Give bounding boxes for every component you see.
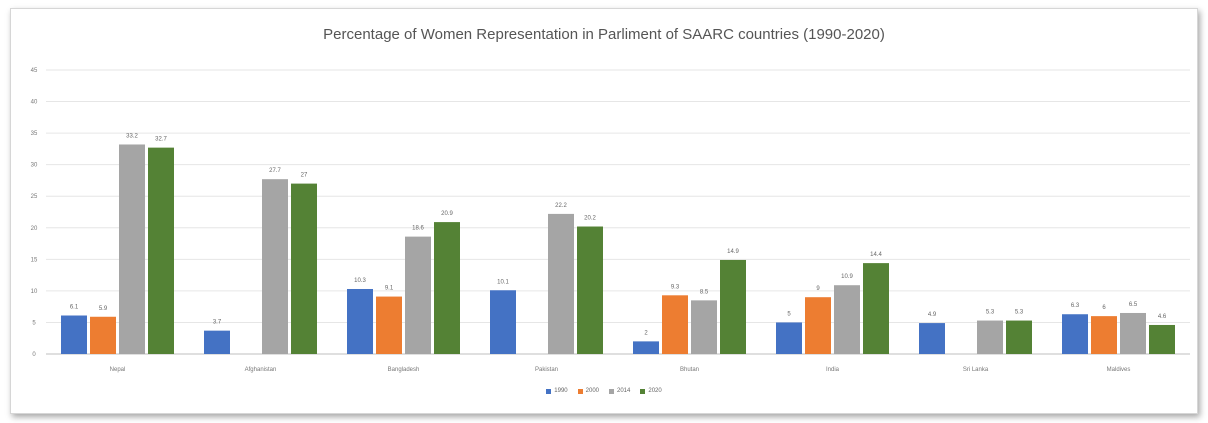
x-axis-categories: Nepal Afghanistan Bangladesh Pakistan Bhutan…: [110, 367, 1131, 373]
data-label: 3.7: [213, 320, 222, 326]
bar-2020-bhutan: [720, 259, 746, 354]
data-label: 5.3: [986, 310, 995, 316]
data-labels: 6.1 5.9 33.2 32.7 3.7 27.7 27 10.3 9.1 18.6 20.9 10…: [70, 133, 1167, 336]
x-category-label: Afghanistan: [245, 367, 277, 373]
y-tick-label: 30: [31, 163, 38, 169]
bar-1990-bhutan: [633, 341, 659, 354]
y-tick-label: 35: [31, 131, 38, 137]
bar-2014-bhutan: [691, 300, 717, 354]
bar-1990-maldives: [1062, 314, 1088, 354]
legend-swatch: [546, 388, 552, 394]
bar-1990-bangladesh: [347, 288, 373, 354]
y-tick-label: 0: [32, 352, 36, 358]
data-label: 18.6: [412, 226, 424, 232]
data-label: 9.1: [385, 286, 394, 292]
legend-label: 2000: [585, 388, 599, 394]
y-tick-label: 40: [31, 100, 38, 106]
data-label: 4.6: [1158, 314, 1167, 320]
data-label: 5.3: [1015, 310, 1024, 316]
data-label: 27: [301, 173, 308, 179]
data-label: 27.7: [269, 168, 281, 174]
bar-2014-india: [834, 285, 860, 354]
y-tick-label: 10: [31, 289, 38, 295]
data-label: 10.9: [841, 274, 853, 280]
bar-2000-bhutan: [662, 295, 688, 354]
bar-1990-india: [776, 322, 802, 354]
bar-1990-afghanistan: [204, 330, 230, 354]
legend: 1990 2000 2014 2020: [0, 388, 1208, 394]
x-category-label: India: [826, 367, 840, 373]
bar-1990-sri-lanka: [919, 323, 945, 354]
bar-1990-pakistan: [490, 290, 516, 354]
bar-2014-maldives: [1120, 312, 1146, 354]
bar-2020-maldives: [1149, 324, 1175, 354]
bar-2014-bangladesh: [405, 236, 431, 354]
legend-item-1990: 1990: [546, 388, 568, 394]
bar-2020-sri-lanka: [1006, 320, 1032, 354]
data-label: 10.3: [354, 278, 366, 284]
bar-2000-india: [805, 297, 831, 354]
x-category-label: Sri Lanka: [963, 367, 989, 373]
data-label: 6.3: [1071, 303, 1080, 309]
x-category-label: Nepal: [110, 367, 126, 373]
legend-item-2000: 2000: [577, 388, 599, 394]
legend-swatch: [609, 388, 614, 394]
x-category-label: Maldives: [1107, 367, 1131, 373]
chart-title: Percentage of Women Representation in Pa…: [323, 26, 885, 43]
data-label: 6.1: [70, 305, 79, 311]
data-label: 2: [644, 330, 648, 336]
legend-label: 2020: [648, 388, 662, 394]
data-label: 20.2: [584, 216, 596, 222]
data-label: 32.7: [155, 137, 167, 143]
gridlines: [46, 69, 1190, 355]
y-tick-label: 45: [31, 68, 38, 74]
data-label: 20.9: [441, 211, 453, 217]
bar-2020-pakistan: [577, 226, 603, 354]
bar-2000-bangladesh: [376, 296, 402, 354]
data-label: 9: [816, 286, 820, 292]
bar-2014-pakistan: [548, 213, 574, 354]
data-label: 8.5: [700, 289, 709, 295]
data-label: 22.2: [555, 203, 567, 209]
bar-2020-afghanistan: [291, 183, 317, 354]
legend-item-2020: 2020: [640, 388, 662, 394]
data-label: 5.9: [99, 306, 108, 312]
data-label: 14.4: [870, 252, 882, 258]
legend-swatch: [640, 388, 646, 394]
x-category-label: Bangladesh: [388, 367, 420, 373]
y-tick-label: 25: [31, 194, 38, 200]
y-axis-ticks: 0 5 10 15 20 25 30 35 40 45: [31, 68, 38, 358]
bar-2014-sri-lanka: [977, 320, 1003, 354]
data-label: 33.2: [126, 133, 138, 139]
y-tick-label: 15: [31, 257, 38, 263]
legend-label: 1990: [554, 388, 568, 394]
bars: [61, 144, 1175, 354]
y-tick-label: 20: [31, 226, 38, 232]
data-label: 9.3: [671, 284, 680, 290]
legend-item-2014: 2014: [609, 388, 630, 394]
bar-1990-nepal: [61, 315, 87, 354]
bar-2000-nepal: [90, 316, 116, 354]
data-label: 6.5: [1129, 302, 1138, 308]
legend-label: 2014: [617, 388, 631, 394]
data-label: 4.9: [928, 312, 937, 318]
legend-swatch: [577, 388, 583, 394]
bar-2020-nepal: [148, 147, 174, 354]
data-label: 6: [1102, 305, 1106, 311]
data-label: 5: [787, 311, 791, 317]
bar-2020-india: [863, 263, 889, 354]
bar-2014-afghanistan: [262, 179, 288, 354]
x-category-label: Pakistan: [535, 367, 558, 373]
bar-2000-maldives: [1091, 316, 1117, 354]
y-tick-label: 5: [32, 320, 36, 326]
bar-2020-bangladesh: [434, 222, 460, 354]
bar-2014-nepal: [119, 144, 145, 354]
data-label: 14.9: [727, 249, 739, 255]
data-label: 10.1: [497, 279, 509, 285]
x-category-label: Bhutan: [680, 367, 699, 373]
